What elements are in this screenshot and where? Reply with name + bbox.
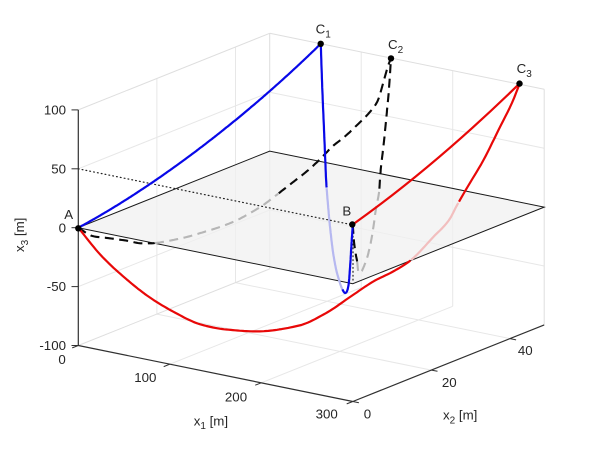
svg-text:300: 300 <box>316 406 338 421</box>
svg-text:B: B <box>342 203 351 218</box>
svg-text:0: 0 <box>59 220 66 235</box>
svg-text:100: 100 <box>134 370 156 385</box>
svg-text:200: 200 <box>225 389 247 404</box>
svg-text:40: 40 <box>518 343 533 358</box>
svg-text:-100: -100 <box>39 338 66 353</box>
svg-text:100: 100 <box>44 103 66 118</box>
svg-text:20: 20 <box>442 375 457 390</box>
svg-text:0: 0 <box>364 406 371 421</box>
svg-text:-50: -50 <box>47 279 66 294</box>
svg-text:A: A <box>64 207 73 222</box>
svg-text:50: 50 <box>51 161 66 176</box>
svg-text:0: 0 <box>58 352 65 367</box>
